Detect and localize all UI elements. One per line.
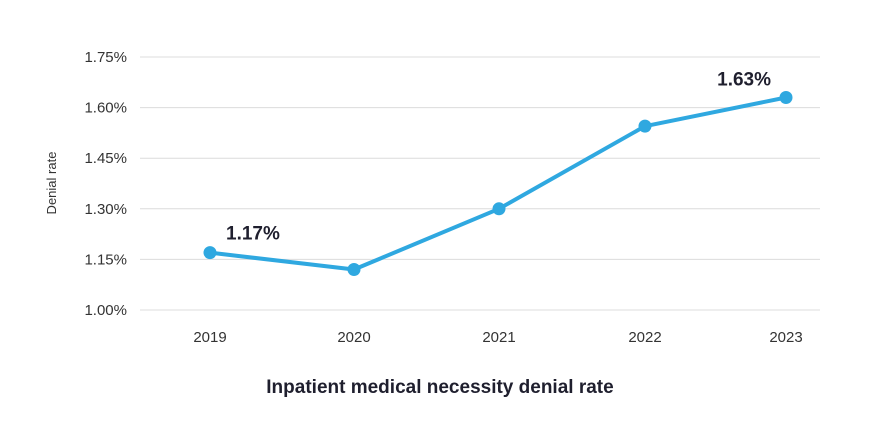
x-tick-label: 2019 [193, 329, 226, 346]
y-tick-label: 1.30% [84, 201, 127, 218]
data-labels: 1.17% 1.63% [226, 69, 771, 244]
x-tick-label: 2022 [628, 329, 661, 346]
y-tick-label: 1.75% [84, 49, 127, 66]
x-axis-ticks: 2019 2020 2021 2022 2023 [193, 329, 802, 346]
data-label: 1.17% [226, 224, 280, 245]
data-point [347, 263, 361, 277]
y-tick-label: 1.45% [84, 150, 127, 167]
gridlines [140, 56, 820, 311]
y-axis-ticks: 1.00% 1.15% 1.30% 1.45% 1.60% 1.75% [84, 49, 127, 319]
data-label: 1.63% [717, 69, 771, 90]
chart-caption: Inpatient medical necessity denial rate [266, 377, 613, 398]
series-layer [203, 90, 793, 277]
data-point [492, 202, 506, 216]
y-axis-label: Denial rate [44, 152, 59, 215]
x-tick-label: 2023 [769, 329, 802, 346]
series-line [208, 95, 788, 272]
data-point [779, 90, 793, 104]
x-tick-label: 2021 [482, 329, 515, 346]
y-tick-label: 1.60% [84, 100, 127, 117]
data-point [638, 119, 652, 133]
data-point [203, 246, 217, 260]
x-tick-label: 2020 [337, 329, 370, 346]
y-tick-label: 1.15% [84, 251, 127, 268]
y-tick-label: 1.00% [84, 302, 127, 319]
